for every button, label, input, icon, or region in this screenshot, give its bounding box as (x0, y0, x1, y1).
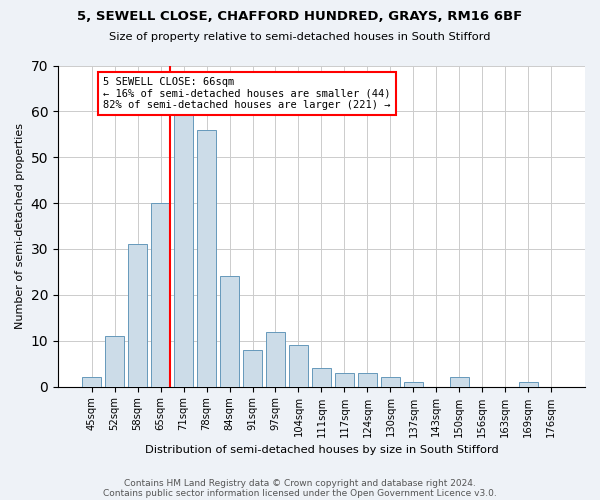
Text: Size of property relative to semi-detached houses in South Stifford: Size of property relative to semi-detach… (109, 32, 491, 42)
Text: Contains public sector information licensed under the Open Government Licence v3: Contains public sector information licen… (103, 488, 497, 498)
Bar (82, 378, 101, 386)
Text: 5 SEWELL CLOSE: 66sqm
← 16% of semi-detached houses are smaller (44)
82% of semi: 5 SEWELL CLOSE: 66sqm ← 16% of semi-deta… (103, 77, 391, 110)
Bar (128, 244, 148, 386)
Bar (266, 332, 285, 386)
Bar (380, 378, 400, 386)
Text: Contains HM Land Registry data © Crown copyright and database right 2024.: Contains HM Land Registry data © Crown c… (124, 478, 476, 488)
Bar (243, 350, 262, 387)
Bar (220, 276, 239, 386)
Text: 5, SEWELL CLOSE, CHAFFORD HUNDRED, GRAYS, RM16 6BF: 5, SEWELL CLOSE, CHAFFORD HUNDRED, GRAYS… (77, 10, 523, 23)
Bar (404, 382, 423, 386)
Bar (105, 336, 124, 386)
Bar (151, 203, 170, 386)
Bar (518, 382, 538, 386)
X-axis label: Distribution of semi-detached houses by size in South Stifford: Distribution of semi-detached houses by … (145, 445, 499, 455)
Bar (358, 373, 377, 386)
Y-axis label: Number of semi-detached properties: Number of semi-detached properties (15, 123, 25, 329)
Bar (449, 378, 469, 386)
Bar (289, 346, 308, 387)
Bar (174, 98, 193, 387)
Bar (335, 373, 354, 386)
Bar (197, 130, 217, 386)
Bar (311, 368, 331, 386)
